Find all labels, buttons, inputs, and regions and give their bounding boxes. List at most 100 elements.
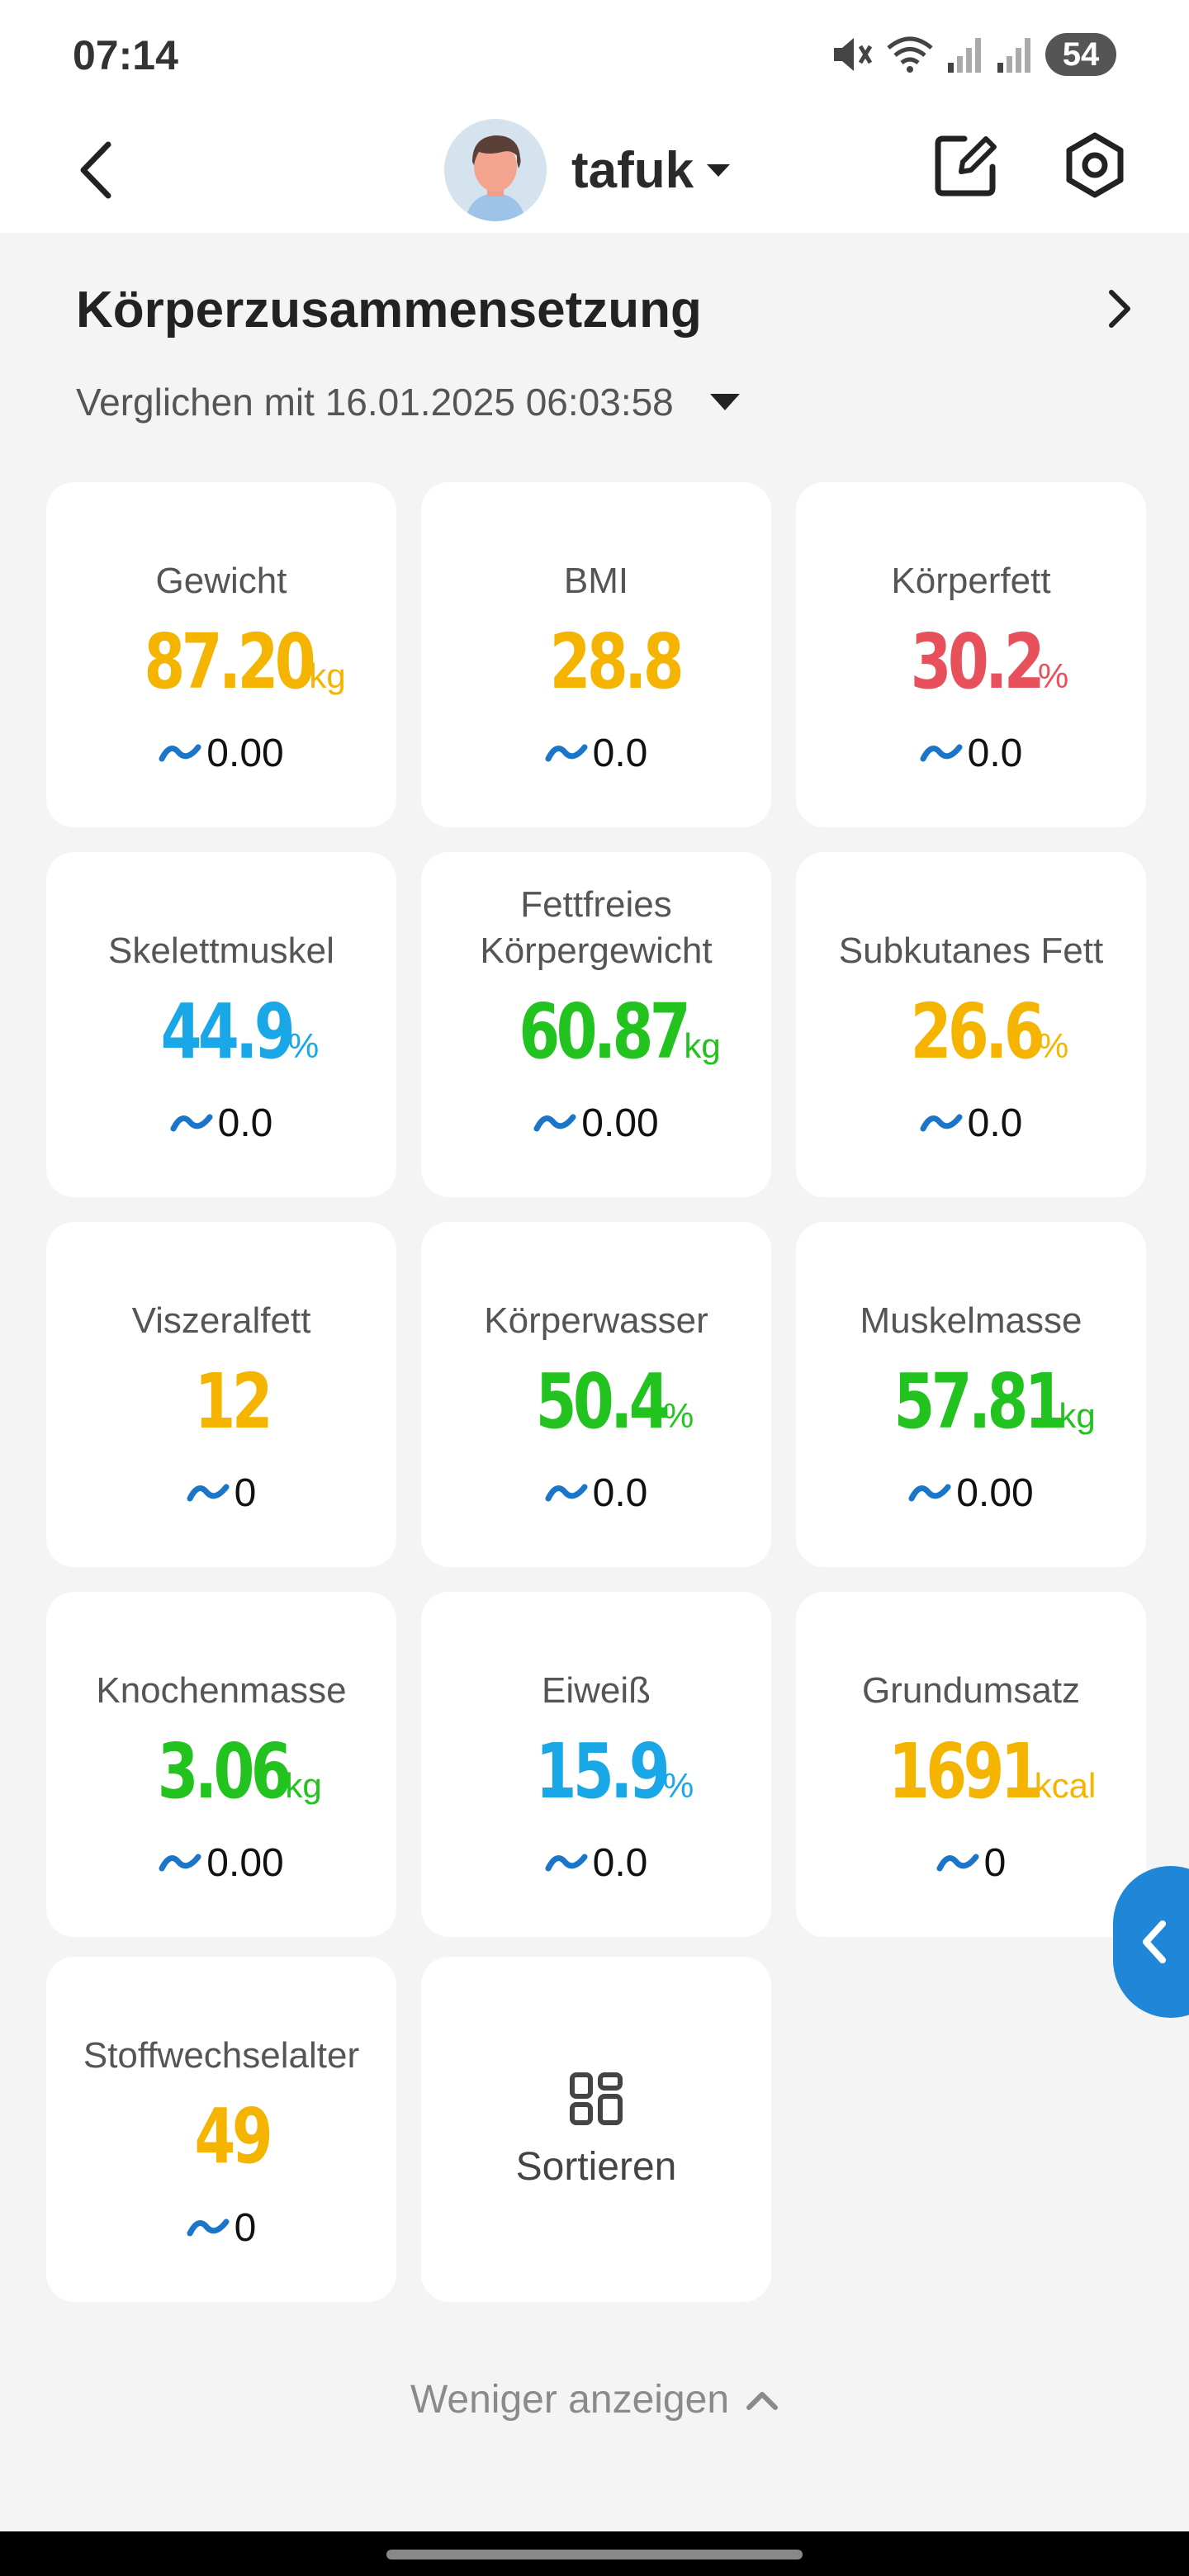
metric-unit: kg bbox=[1059, 1396, 1096, 1435]
status-bar: 07:14 54 bbox=[0, 0, 1189, 107]
back-button[interactable] bbox=[66, 137, 124, 203]
metric-label: Knochenmasse bbox=[96, 1670, 347, 1711]
metric-unit: kg bbox=[309, 656, 346, 695]
metric-value: 44.9 bbox=[160, 987, 295, 1076]
metric-delta-row: 0.0 bbox=[920, 1098, 1022, 1148]
metric-unit: % bbox=[662, 1766, 694, 1805]
section-details-button[interactable] bbox=[1103, 286, 1136, 332]
comparison-selector[interactable]: Verglichen mit 16.01.2025 06:03:58 bbox=[76, 380, 740, 424]
metric-unit: kg bbox=[684, 1026, 721, 1065]
metric-value-row: 87.20 kg bbox=[97, 618, 346, 708]
metric-delta: 0 bbox=[983, 1840, 1007, 1885]
status-icons: 54 bbox=[829, 30, 1116, 79]
metric-label: Grundumsatz bbox=[861, 1670, 1081, 1711]
trend-wave-icon bbox=[920, 1114, 963, 1132]
metric-label: Viszeralfett bbox=[131, 1300, 311, 1341]
metric-card[interactable]: Körperwasser 50.4% 0.0 bbox=[421, 1222, 771, 1567]
metric-value: 50.4 bbox=[535, 1357, 670, 1446]
home-gesture-handle[interactable] bbox=[386, 2550, 803, 2559]
metric-value: 26.6 bbox=[910, 987, 1045, 1076]
metric-delta-row: 0.0 bbox=[545, 1468, 647, 1518]
trend-wave-icon bbox=[159, 1854, 201, 1872]
metric-unit: % bbox=[287, 1026, 320, 1065]
metric-card[interactable]: Gewicht 87.20 kg 0.00 bbox=[46, 482, 396, 827]
metric-delta-row: 0 bbox=[187, 1468, 256, 1518]
metric-delta-row: 0.00 bbox=[159, 1838, 284, 1887]
edit-icon bbox=[935, 135, 997, 197]
metric-value-row: 26.6% bbox=[874, 987, 1068, 1078]
metric-value: 3.06 bbox=[157, 1727, 292, 1816]
metric-unit: % bbox=[1037, 1026, 1069, 1065]
metric-card[interactable]: Eiweiß 15.9% 0.0 bbox=[421, 1592, 771, 1937]
metric-label: Stoffwechselalter bbox=[83, 2035, 360, 2076]
chevron-right-icon bbox=[1109, 290, 1130, 328]
trend-wave-icon bbox=[936, 1854, 979, 1872]
metric-label: Eiweiß bbox=[541, 1670, 651, 1711]
metric-value: 87.20 bbox=[144, 618, 316, 706]
trend-wave-icon bbox=[545, 1854, 588, 1872]
metric-delta: 0 bbox=[234, 2205, 257, 2250]
metric-value: 30.2 bbox=[910, 618, 1045, 706]
trend-wave-icon bbox=[533, 1114, 576, 1132]
side-drawer-toggle[interactable] bbox=[1113, 1866, 1189, 2018]
metric-value-row: 1691 kcal bbox=[846, 1727, 1097, 1818]
metric-value-row: 44.9% bbox=[124, 987, 319, 1078]
metric-card[interactable]: Körperfett 30.2% 0.0 bbox=[796, 482, 1146, 827]
metric-label-wrap: Stoffwechselalter bbox=[46, 1957, 396, 2089]
metric-delta-row: 0.0 bbox=[545, 1838, 647, 1887]
user-switcher[interactable]: tafuk bbox=[444, 112, 731, 228]
metric-delta: 0.0 bbox=[967, 731, 1023, 775]
metric-label: Gewicht bbox=[155, 561, 287, 601]
dropdown-caret-icon bbox=[707, 163, 731, 177]
show-less-button[interactable]: Weniger anzeigen bbox=[0, 2366, 1189, 2432]
metric-value-row: 49 bbox=[173, 2092, 273, 2183]
metric-card[interactable]: Muskelmasse 57.81 kg 0.00 bbox=[796, 1222, 1146, 1567]
metric-card[interactable]: Grundumsatz 1691 kcal 0 bbox=[796, 1592, 1146, 1937]
metric-card[interactable]: Subkutanes Fett 26.6% 0.0 bbox=[796, 852, 1146, 1197]
metric-card[interactable]: Fettfreies Körpergewicht 60.87 kg 0.00 bbox=[421, 852, 771, 1197]
metric-value-row: 28.8 bbox=[513, 618, 684, 708]
metric-value: 15.9 bbox=[535, 1727, 670, 1816]
battery-indicator: 54 bbox=[1045, 33, 1116, 76]
metric-card[interactable]: Skelettmuskel 44.9% 0.0 bbox=[46, 852, 396, 1197]
metric-value: 57.81 bbox=[893, 1357, 1066, 1446]
avatar-illustration bbox=[444, 119, 547, 221]
metric-card[interactable]: Viszeralfett 12 0 bbox=[46, 1222, 396, 1567]
metric-delta-row: 0.00 bbox=[908, 1468, 1034, 1518]
metric-label-wrap: Eiweiß bbox=[421, 1592, 771, 1724]
metric-delta-row: 0.00 bbox=[159, 728, 284, 778]
metric-value-row: 60.87 kg bbox=[471, 987, 721, 1078]
metric-delta-row: 0.0 bbox=[545, 728, 647, 778]
metric-delta: 0.00 bbox=[581, 1101, 659, 1145]
metric-label: Subkutanes Fett bbox=[838, 930, 1104, 971]
settings-button[interactable] bbox=[1060, 130, 1130, 200]
metric-label-wrap: BMI bbox=[421, 482, 771, 614]
chevron-left-icon bbox=[1143, 1920, 1166, 1963]
metric-label-wrap: Grundumsatz bbox=[796, 1592, 1146, 1724]
dropdown-caret-icon bbox=[709, 394, 740, 410]
metric-value: 60.87 bbox=[519, 987, 691, 1076]
metric-card[interactable]: Stoffwechselalter 49 0 bbox=[46, 1957, 396, 2302]
metric-value: 28.8 bbox=[549, 618, 684, 706]
metric-card[interactable]: Knochenmasse 3.06 kg 0.00 bbox=[46, 1592, 396, 1937]
metric-delta-row: 0.0 bbox=[170, 1098, 273, 1148]
metric-label-wrap: Körperfett bbox=[796, 482, 1146, 614]
metric-label: Muskelmasse bbox=[860, 1300, 1082, 1341]
metric-card[interactable]: BMI 28.8 0.0 bbox=[421, 482, 771, 827]
metric-label: Körperfett bbox=[891, 561, 1051, 601]
edit-button[interactable] bbox=[931, 130, 1001, 200]
metric-label-wrap: Gewicht bbox=[46, 482, 396, 614]
section-title: Körperzusammensetzung bbox=[76, 282, 702, 339]
wifi-icon bbox=[887, 36, 933, 73]
show-less-label: Weniger anzeigen bbox=[410, 2377, 730, 2422]
metric-value-row: 12 bbox=[173, 1357, 273, 1448]
metric-delta: 0.0 bbox=[217, 1101, 273, 1145]
metric-label-wrap: Subkutanes Fett bbox=[796, 852, 1146, 984]
metric-label-wrap: Fettfreies Körpergewicht bbox=[421, 852, 771, 984]
sort-card[interactable]: Sortieren bbox=[421, 1957, 771, 2302]
metric-label: Skelettmuskel bbox=[108, 930, 334, 971]
trend-wave-icon bbox=[545, 1484, 588, 1502]
trend-wave-icon bbox=[187, 2218, 230, 2237]
metric-value-row: 3.06 kg bbox=[121, 1727, 322, 1818]
back-arrow-icon bbox=[80, 141, 111, 199]
